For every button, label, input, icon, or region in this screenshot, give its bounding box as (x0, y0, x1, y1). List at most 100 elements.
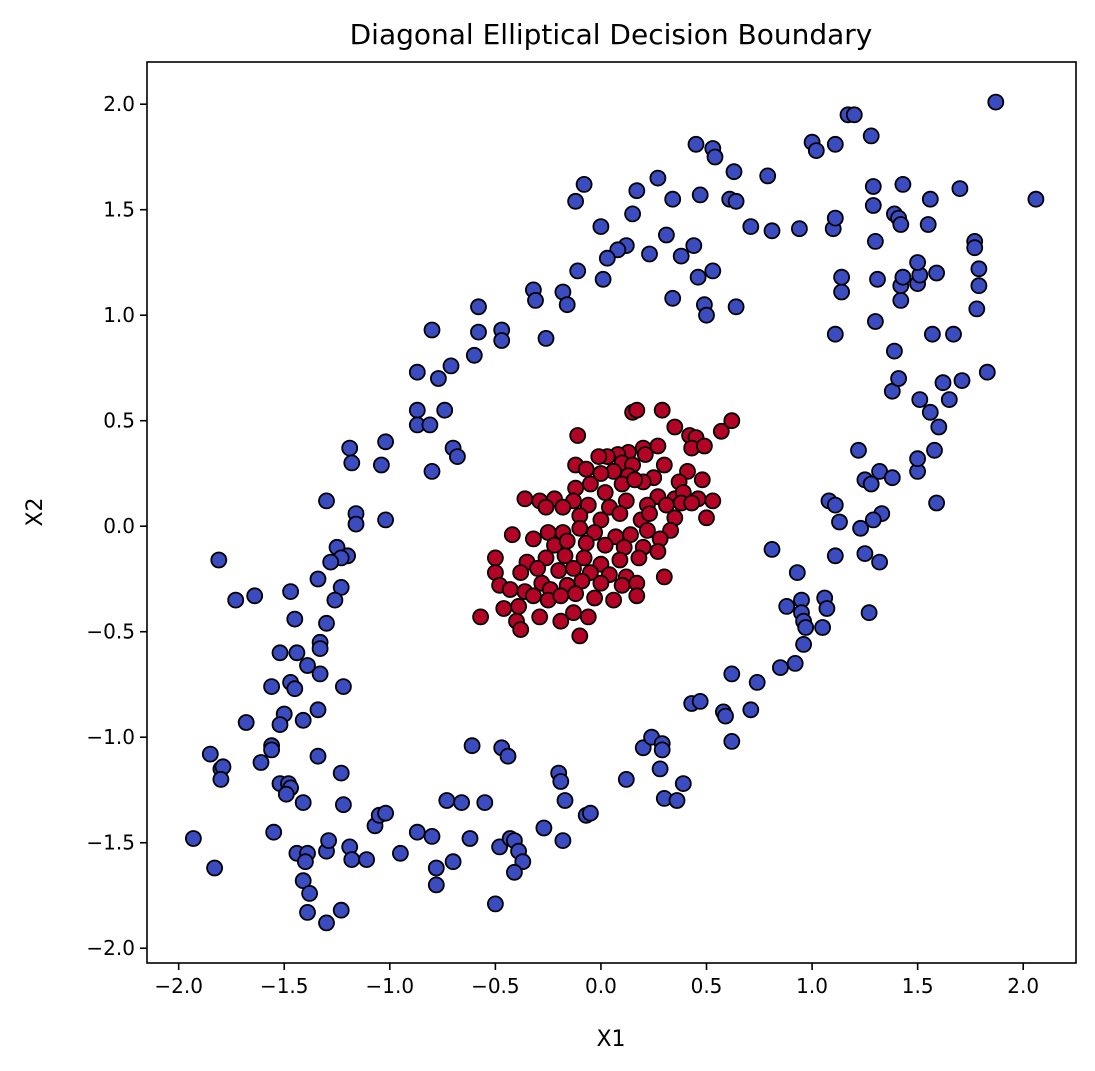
data-point (909, 254, 926, 271)
data-point (611, 505, 629, 522)
data-point (691, 186, 709, 204)
data-point (408, 823, 426, 841)
data-point (212, 771, 230, 788)
data-point (807, 142, 825, 160)
data-point (567, 585, 584, 603)
data-point (763, 222, 781, 240)
data-point (826, 135, 844, 153)
data-point (265, 823, 283, 841)
data-point (953, 372, 971, 390)
data-point (334, 678, 352, 695)
data-point (448, 448, 466, 466)
data-point (727, 298, 745, 316)
data-point (791, 220, 808, 238)
data-point (301, 885, 319, 902)
data-point (421, 416, 439, 434)
data-point (594, 270, 612, 288)
data-point (759, 167, 777, 185)
data-point (1027, 190, 1045, 208)
data-point (569, 262, 587, 280)
data-point (845, 106, 863, 124)
data-point (934, 374, 952, 392)
data-point (476, 794, 494, 811)
data-point (263, 678, 281, 695)
data-point (525, 530, 542, 548)
data-point (493, 332, 511, 349)
data-point (698, 306, 715, 324)
data-point (358, 851, 376, 868)
data-point (429, 370, 447, 387)
data-point (636, 446, 654, 463)
data-point (309, 701, 327, 719)
data-point (596, 536, 614, 554)
data-point (867, 313, 884, 330)
data-point (727, 192, 745, 210)
data-point (246, 587, 264, 605)
data-point (294, 794, 312, 811)
data-point (506, 863, 523, 881)
data-point (326, 591, 344, 609)
data-point (516, 490, 534, 508)
data-point (655, 568, 673, 586)
data-point (970, 260, 988, 278)
data-point (556, 547, 574, 565)
data-point (924, 325, 941, 343)
data-point (565, 560, 582, 577)
data-point (763, 541, 781, 558)
data-point (571, 627, 589, 645)
x-tick-label: 2.0 (1007, 974, 1039, 998)
data-point (664, 289, 682, 307)
data-point (271, 716, 289, 733)
data-point (552, 612, 570, 630)
data-point (788, 564, 806, 581)
data-point (372, 456, 390, 474)
data-point (470, 298, 487, 316)
data-point (552, 587, 570, 605)
data-point (867, 232, 884, 250)
data-point (408, 363, 426, 381)
data-point (512, 621, 530, 638)
data-point (271, 644, 289, 662)
data-point (472, 608, 490, 626)
y-tick-label: −2.0 (86, 936, 135, 960)
data-point (184, 830, 202, 847)
data-point (311, 665, 329, 683)
data-point (883, 469, 901, 487)
data-point (778, 598, 796, 615)
data-point (797, 619, 815, 636)
data-point (554, 832, 572, 849)
data-point (341, 439, 359, 457)
data-point (826, 496, 844, 514)
data-point (658, 496, 675, 514)
data-point (501, 581, 519, 598)
data-point (723, 665, 741, 683)
data-point (237, 714, 255, 731)
axes: −2.0 −1.5 −1.0 −0.5 0.0 0.5 1.0 1.5 2.0 −2.0 −1.5 −… (86, 92, 1039, 998)
data-point (818, 600, 836, 617)
x-tick-label: −1.0 (366, 974, 415, 998)
data-point (689, 268, 707, 286)
data-point (717, 707, 734, 725)
data-point (343, 454, 361, 472)
data-point (664, 190, 682, 208)
data-point (288, 644, 306, 662)
data-point (712, 422, 730, 440)
data-point (556, 792, 574, 809)
data-point (558, 532, 576, 550)
data-point (575, 175, 593, 193)
y-tick-label: 1.5 (103, 198, 135, 222)
data-point (311, 640, 329, 657)
data-point (928, 264, 945, 282)
data-point (277, 785, 295, 803)
data-point (296, 853, 314, 871)
data-point (869, 270, 886, 288)
data-point (742, 701, 760, 719)
data-point (683, 494, 701, 512)
x-axis-label: X1 (596, 1027, 625, 1052)
data-point (641, 245, 658, 263)
data-point (970, 277, 988, 295)
data-point (833, 268, 850, 286)
data-point (748, 674, 766, 691)
data-point (966, 239, 984, 257)
